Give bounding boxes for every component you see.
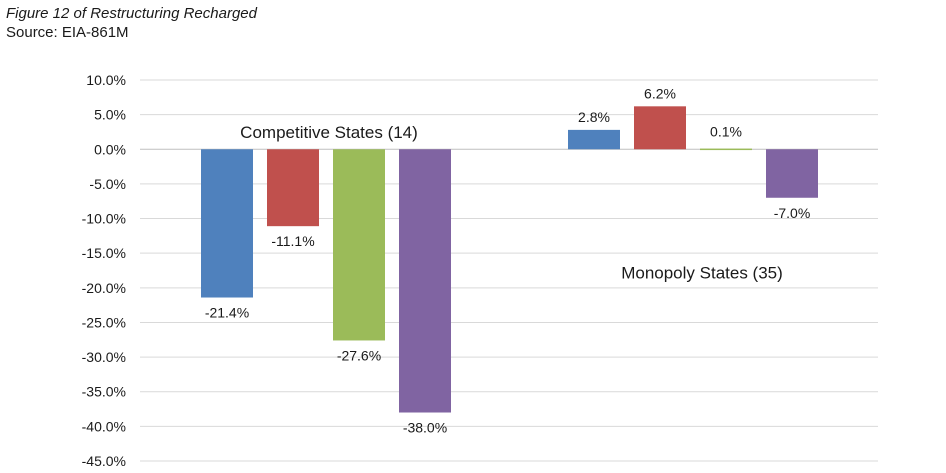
data-labels: -21.4% -11.1% -27.6% -38.0% 2.8% 6.2% 0.1% -7.0…: [205, 85, 810, 435]
bars: [201, 106, 818, 413]
data-label: -11.1%: [271, 233, 314, 249]
bar: [201, 149, 253, 298]
bar: [568, 129, 620, 150]
data-label: 2.8%: [578, 109, 610, 125]
bar: [634, 106, 686, 150]
group-label: Competitive States (14): [240, 123, 418, 142]
bar: [700, 148, 752, 151]
group-labels: Competitive States (14) Monopoly States (…: [240, 123, 783, 283]
bar: [766, 149, 818, 198]
y-tick-label: 5.0%: [94, 107, 126, 123]
figure-caption: Figure 12 of Restructuring Recharged: [6, 5, 257, 22]
y-tick-label: -30.0%: [82, 349, 126, 365]
data-label: 0.1%: [710, 123, 742, 139]
y-tick-label: 10.0%: [86, 72, 126, 88]
y-tick-label: -25.0%: [82, 314, 126, 330]
bar: [399, 149, 451, 413]
y-tick-label: -5.0%: [89, 176, 126, 192]
bar: [333, 149, 385, 341]
data-label: -27.6%: [337, 347, 381, 363]
y-tick-label: 0.0%: [94, 141, 126, 157]
source-line: Source: EIA-861M: [6, 24, 129, 41]
data-label: 6.2%: [644, 85, 676, 101]
group-label: Monopoly States (35): [621, 264, 783, 283]
y-tick-label: -15.0%: [82, 245, 126, 261]
data-label: -21.4%: [205, 305, 249, 321]
bar: [267, 149, 319, 227]
data-label: -7.0%: [774, 205, 811, 221]
y-tick-label: -45.0%: [82, 453, 126, 469]
y-axis: 10.0% 5.0% 0.0% -5.0% -10.0% -15.0% -20.0% -25.…: [82, 72, 126, 469]
y-tick-label: -40.0%: [82, 418, 126, 434]
gridlines: [140, 79, 878, 462]
y-tick-label: -10.0%: [82, 211, 126, 227]
y-tick-label: -35.0%: [82, 384, 126, 400]
data-label: -38.0%: [403, 420, 447, 436]
caption-block: Figure 12 of Restructuring Recharged Sou…: [6, 4, 257, 42]
y-tick-label: -20.0%: [82, 280, 126, 296]
